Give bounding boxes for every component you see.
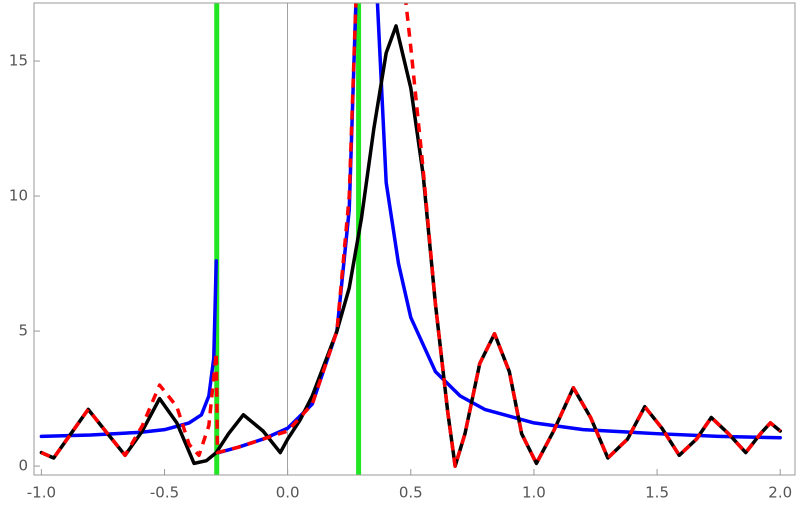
x-tick-label: 1.5 [645,484,669,502]
x-tick-label: -0.5 [150,484,179,502]
plot-area [39,3,782,475]
y-tick-label: 15 [9,52,28,70]
frame [33,2,796,476]
series-line [39,3,782,455]
x-tick-label: -1.0 [27,484,56,502]
series-line [39,24,782,468]
x-tick-label: 1.0 [522,484,546,502]
x-tick-label: 2.0 [768,484,792,502]
y-tick-label: 5 [18,322,28,340]
series-line [40,3,782,468]
y-tick-label: 0 [18,457,28,475]
x-tick-label: 0.5 [399,484,423,502]
y-tick-label: 10 [9,187,28,205]
x-tick-label: 0.0 [276,484,300,502]
